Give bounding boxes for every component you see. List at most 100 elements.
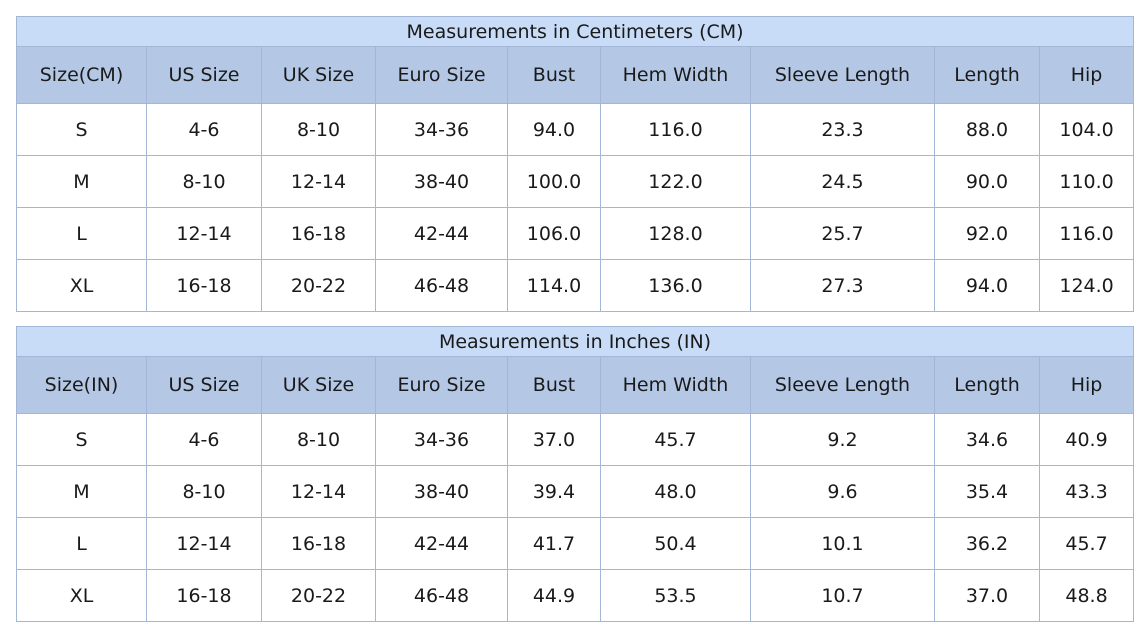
cm-size-table: Measurements in Centimeters (CM) Size(CM)… [15,16,1135,312]
inch-size-table: Measurements in Inches (IN) Size(IN) US Si… [15,326,1135,622]
table-cell: 116.0 [600,103,751,156]
table-cell: 88.0 [934,103,1040,156]
table-cell: 16-18 [146,569,262,622]
table-cell: 8-10 [146,465,262,518]
table-cell: 44.9 [507,569,601,622]
table-cell: 100.0 [507,155,601,208]
table-row: S 4-6 8-10 34-36 94.0 116.0 23.3 88.0 104.0 [16,103,1135,156]
table-cell: 53.5 [600,569,751,622]
table-cell: 50.4 [600,517,751,570]
table-cell: 37.0 [934,569,1040,622]
table-cell: 124.0 [1038,259,1135,312]
table-cell: 92.0 [934,207,1040,260]
table-cell: 10.7 [750,569,935,622]
table-cell: 116.0 [1038,207,1135,260]
table-row: L 12-14 16-18 42-44 106.0 128.0 25.7 92.0 116.0 [16,207,1135,260]
table-cell: 106.0 [507,207,601,260]
table-cell: 94.0 [507,103,601,156]
table-cell: 12-14 [261,155,376,208]
table-cell: 16-18 [146,259,262,312]
column-header: US Size [146,46,262,104]
table-row: S 4-6 8-10 34-36 37.0 45.7 9.2 34.6 40.9 [16,413,1135,466]
column-header: Sleeve Length [750,356,935,414]
table-cell: 36.2 [934,517,1040,570]
table-cell: 45.7 [600,413,751,466]
column-header: UK Size [261,356,376,414]
table-title: Measurements in Inches (IN) [15,326,1135,357]
table-cell: 128.0 [600,207,751,260]
column-header: Hip [1038,46,1135,104]
table-cell: 39.4 [507,465,601,518]
table-cell: 48.8 [1038,569,1135,622]
table-cell: 12-14 [146,517,262,570]
table-cell: 34-36 [375,413,508,466]
table-cell: 38-40 [375,155,508,208]
table-row: XL 16-18 20-22 46-48 44.9 53.5 10.7 37.0 48.8 [16,569,1135,622]
table-cell: 8-10 [261,103,376,156]
table-cell: S [16,103,147,156]
column-header: Size(IN) [16,356,147,414]
table-cell: 34.6 [934,413,1040,466]
table-cell: 42-44 [375,517,508,570]
column-header: Hem Width [600,356,751,414]
table-cell: 38-40 [375,465,508,518]
table-cell: 37.0 [507,413,601,466]
table-cell: 9.2 [750,413,935,466]
table-cell: 42-44 [375,207,508,260]
column-header: Euro Size [375,46,508,104]
table-cell: 41.7 [507,517,601,570]
table-cell: 122.0 [600,155,751,208]
table-cell: S [16,413,147,466]
table-cell: 104.0 [1038,103,1135,156]
table-cell: L [16,517,147,570]
table-cell: 8-10 [146,155,262,208]
table-cell: 12-14 [146,207,262,260]
table-cell: 90.0 [934,155,1040,208]
table-cell: 8-10 [261,413,376,466]
column-header: Length [934,356,1040,414]
table-cell: M [16,155,147,208]
table-cell: 20-22 [261,259,376,312]
table-row: XL 16-18 20-22 46-48 114.0 136.0 27.3 94.0 124.0 [16,259,1135,312]
table-cell: 10.1 [750,517,935,570]
table-cell: 24.5 [750,155,935,208]
table-cell: 110.0 [1038,155,1135,208]
column-header: Size(CM) [16,46,147,104]
table-cell: 136.0 [600,259,751,312]
column-header: Bust [507,356,601,414]
table-cell: 16-18 [261,207,376,260]
column-header: Euro Size [375,356,508,414]
column-header: Bust [507,46,601,104]
table-cell: 27.3 [750,259,935,312]
table-row: M 8-10 12-14 38-40 39.4 48.0 9.6 35.4 43.3 [16,465,1135,518]
table-cell: 114.0 [507,259,601,312]
table-cell: 16-18 [261,517,376,570]
column-header: Sleeve Length [750,46,935,104]
table-cell: XL [16,569,147,622]
table-cell: 35.4 [934,465,1040,518]
column-header: Length [934,46,1040,104]
table-cell: 48.0 [600,465,751,518]
table-cell: 34-36 [375,103,508,156]
column-header: Hem Width [600,46,751,104]
table-row: L 12-14 16-18 42-44 41.7 50.4 10.1 36.2 45.7 [16,517,1135,570]
column-header: UK Size [261,46,376,104]
table-cell: 43.3 [1038,465,1135,518]
table-cell: 4-6 [146,103,262,156]
table-cell: 45.7 [1038,517,1135,570]
table-cell: 9.6 [750,465,935,518]
table-cell: 46-48 [375,569,508,622]
table-cell: L [16,207,147,260]
table-cell: M [16,465,147,518]
table-title: Measurements in Centimeters (CM) [15,16,1135,47]
column-header: US Size [146,356,262,414]
column-header: Hip [1038,356,1135,414]
table-cell: 20-22 [261,569,376,622]
table-cell: 94.0 [934,259,1040,312]
table-cell: 25.7 [750,207,935,260]
table-cell: 46-48 [375,259,508,312]
table-cell: 4-6 [146,413,262,466]
table-row: M 8-10 12-14 38-40 100.0 122.0 24.5 90.0 110.0 [16,155,1135,208]
table-cell: 12-14 [261,465,376,518]
table-cell: XL [16,259,147,312]
